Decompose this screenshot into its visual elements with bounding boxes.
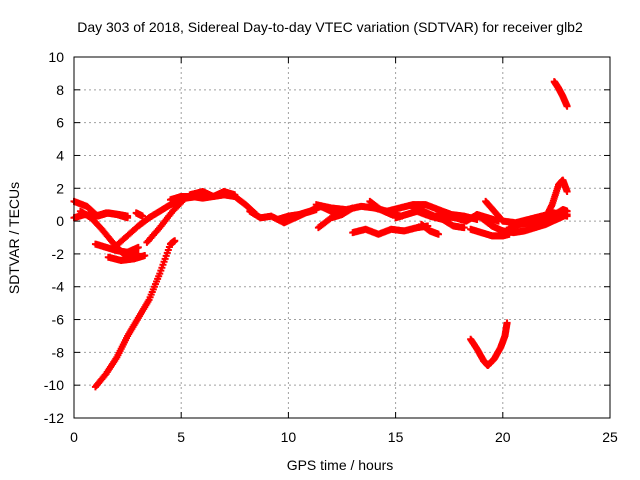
x-tick-label: 10 bbox=[281, 429, 297, 445]
data-point bbox=[349, 204, 357, 212]
y-tick-label: 0 bbox=[56, 213, 64, 229]
y-tick-label: 10 bbox=[48, 49, 64, 65]
y-tick-label: -4 bbox=[52, 279, 65, 295]
x-axis-label: GPS time / hours bbox=[287, 457, 394, 473]
y-tick-label: 8 bbox=[56, 82, 64, 98]
x-tick-label: 0 bbox=[70, 429, 78, 445]
series-arc-27 bbox=[467, 319, 511, 369]
y-tick-label: -2 bbox=[52, 246, 65, 262]
data-point bbox=[171, 237, 179, 245]
data-point bbox=[460, 224, 468, 232]
series-arc-15 bbox=[314, 204, 357, 232]
data-point bbox=[563, 188, 571, 196]
series-arc-22 bbox=[467, 225, 513, 240]
y-tick-label: 6 bbox=[56, 115, 64, 131]
y-tick-label: 4 bbox=[56, 147, 64, 163]
y-tick-label: -6 bbox=[52, 312, 65, 328]
series-arc-9 bbox=[91, 237, 179, 391]
y-tick-label: -12 bbox=[44, 410, 64, 426]
data-series bbox=[70, 78, 571, 391]
y-axis-label: SDTVAR / TECUs bbox=[6, 182, 22, 294]
x-tick-label: 15 bbox=[388, 429, 404, 445]
data-point bbox=[563, 102, 571, 110]
data-point bbox=[505, 230, 513, 238]
data-point bbox=[139, 212, 147, 220]
series-arc-20 bbox=[409, 204, 503, 225]
data-point bbox=[231, 191, 239, 199]
series-arc-19 bbox=[417, 220, 442, 238]
plot-frame bbox=[73, 56, 611, 419]
series-arc-25 bbox=[542, 176, 571, 222]
y-tick-label: -8 bbox=[52, 344, 65, 360]
data-point bbox=[563, 207, 571, 215]
x-tick-label: 5 bbox=[177, 429, 185, 445]
series-arc-5 bbox=[104, 252, 149, 264]
x-tick-label: 20 bbox=[495, 429, 511, 445]
data-point bbox=[141, 252, 149, 260]
data-point bbox=[434, 230, 442, 238]
ticks: 0 5 10 15 20 25 -12 -10 -8 -6 -4 -2 0 2 4 6 8 10 bbox=[44, 49, 618, 445]
series-arc-11 bbox=[186, 188, 239, 200]
data-point bbox=[134, 243, 142, 251]
data-point bbox=[124, 214, 132, 222]
series-arc-7 bbox=[132, 209, 147, 220]
data-point bbox=[503, 319, 511, 327]
series-arc-26 bbox=[550, 78, 571, 110]
x-tick-label: 25 bbox=[602, 429, 618, 445]
chart-title: Day 303 of 2018, Sidereal Day-to-day VTE… bbox=[77, 19, 583, 35]
y-tick-label: -10 bbox=[44, 377, 64, 393]
y-tick-label: 2 bbox=[56, 180, 64, 196]
